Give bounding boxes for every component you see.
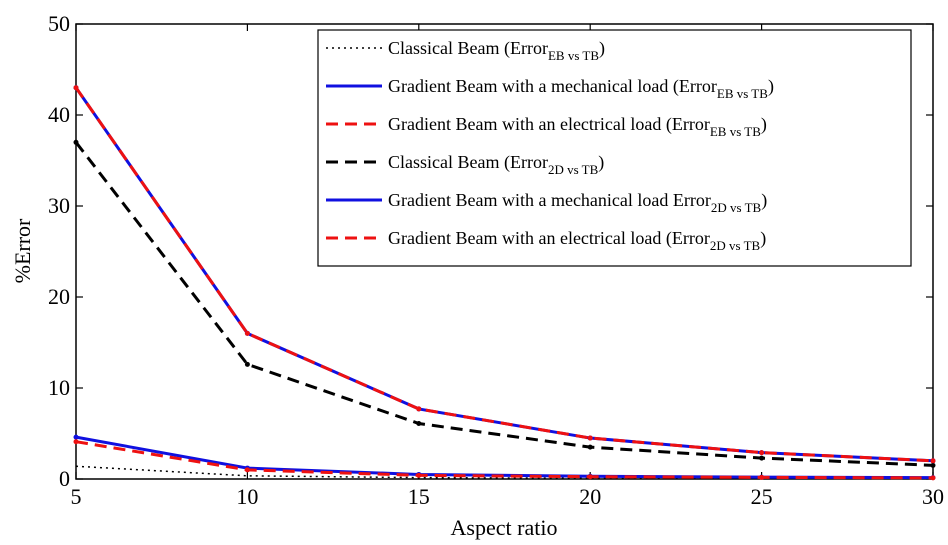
data-point [587, 435, 593, 441]
legend-label-main: Classical Beam (Error [388, 38, 548, 59]
legend-label: Classical Beam (ErrorEB vs TB) [388, 38, 605, 63]
legend-label-tail: ) [760, 228, 766, 249]
data-point [73, 85, 79, 91]
legend: Classical Beam (ErrorEB vs TB)Gradient B… [317, 29, 912, 267]
legend-label-main: Gradient Beam with a mechanical load Err… [388, 190, 711, 210]
data-point [930, 475, 936, 481]
legend-item: Gradient Beam with an electrical load (E… [326, 114, 767, 139]
data-point [759, 455, 765, 461]
y-tick-label: 10 [48, 375, 70, 400]
series-2 [73, 439, 936, 481]
y-tick-label: 20 [48, 284, 70, 309]
x-axis-label: Aspect ratio [451, 515, 558, 540]
series-line [75, 440, 934, 480]
y-tick-label: 30 [48, 193, 70, 218]
x-tick-label: 5 [71, 484, 82, 509]
series-layer [73, 85, 936, 481]
legend-label-tail: ) [598, 152, 604, 173]
legend-item: Gradient Beam with a mechanical load (Er… [326, 76, 774, 101]
series-5 [73, 85, 936, 464]
data-point [930, 458, 936, 464]
y-tick-label: 50 [48, 11, 70, 36]
legend-item: Classical Beam (Error2D vs TB) [326, 152, 604, 177]
y-tick-label: 0 [59, 466, 70, 491]
legend-label: Gradient Beam with a mechanical load Err… [388, 190, 767, 215]
data-point [244, 330, 250, 336]
data-point [416, 420, 422, 426]
legend-label: Gradient Beam with an electrical load (E… [388, 114, 767, 139]
x-tick-label: 30 [922, 484, 944, 509]
series-line [75, 435, 934, 480]
legend-item: Gradient Beam with a mechanical load Err… [326, 190, 767, 215]
data-point [930, 462, 936, 468]
legend-label-subscript: EB vs TB [710, 124, 761, 139]
data-point [244, 361, 250, 367]
data-point [587, 444, 593, 450]
legend-item: Gradient Beam with an electrical load (E… [326, 228, 766, 253]
x-tick-label: 25 [751, 484, 773, 509]
data-point [73, 439, 79, 445]
legend-label: Gradient Beam with an electrical load (E… [388, 228, 766, 253]
legend-label-subscript: 2D vs TB [711, 200, 762, 215]
legend-label-main: Gradient Beam with an electrical load (E… [388, 114, 710, 135]
x-tick-label: 10 [236, 484, 258, 509]
legend-label: Classical Beam (Error2D vs TB) [388, 152, 604, 177]
series-3 [73, 139, 936, 468]
series-line [74, 86, 934, 463]
x-tick-label: 20 [579, 484, 601, 509]
x-tick-label: 15 [408, 484, 430, 509]
data-point [244, 467, 250, 473]
legend-label-main: Gradient Beam with a mechanical load (Er… [388, 76, 717, 97]
legend-label-subscript: EB vs TB [548, 48, 599, 63]
axis-ticks: 5 10 15 20 25 30 0 10 20 30 40 50 [48, 11, 944, 509]
legend-label: Gradient Beam with a mechanical load (Er… [388, 76, 774, 101]
data-point [416, 472, 422, 478]
legend-label-main: Classical Beam (Error [388, 152, 548, 173]
legend-label-tail: ) [761, 190, 767, 211]
series-line [74, 141, 934, 467]
legend-label-tail: ) [599, 38, 605, 59]
legend-label-subscript: 2D vs TB [710, 238, 761, 253]
legend-box [317, 29, 912, 267]
legend-label-main: Gradient Beam with an electrical load (E… [388, 228, 710, 249]
data-point [759, 450, 765, 456]
data-point [73, 139, 79, 145]
y-axis-label: %Error [10, 218, 35, 283]
legend-label-subscript: EB vs TB [717, 86, 768, 101]
legend-label-tail: ) [761, 114, 767, 135]
data-point [587, 474, 593, 480]
legend-item: Classical Beam (ErrorEB vs TB) [326, 38, 605, 63]
y-tick-label: 40 [48, 102, 70, 127]
legend-label-tail: ) [768, 76, 774, 97]
legend-label-subscript: 2D vs TB [548, 162, 599, 177]
data-point [759, 474, 765, 480]
data-point [73, 434, 79, 440]
data-point [416, 406, 422, 412]
